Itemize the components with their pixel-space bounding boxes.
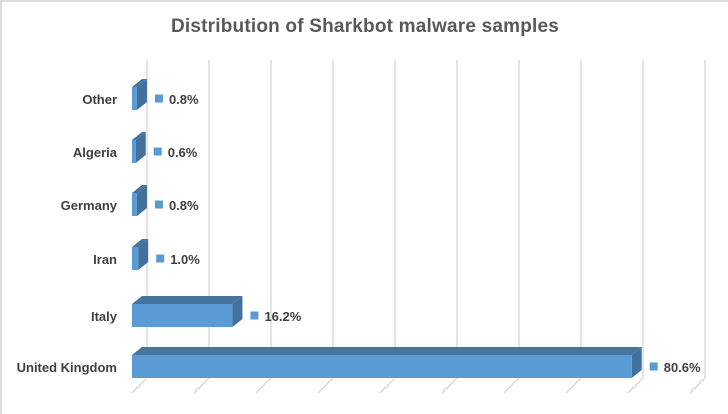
data-label-algeria: 0.6% — [168, 145, 198, 160]
chart-title: Distribution of Sharkbot malware samples — [170, 16, 560, 37]
legend-key-germany — [154, 200, 163, 209]
bar-italy — [132, 304, 233, 327]
bar-top-face-iran — [132, 239, 149, 247]
gridline-floor-foot — [131, 377, 148, 394]
legend-key-algeria — [153, 147, 162, 156]
category-label-algeria: Algeria — [73, 145, 118, 160]
bar-iran — [132, 247, 139, 270]
bar-top-face-united-kingdom — [132, 347, 642, 355]
data-label-germany: 0.8% — [169, 198, 199, 213]
gridline-floor-foot — [565, 377, 582, 394]
gridline-floor-foot — [689, 377, 706, 394]
bar-side-face-italy — [232, 296, 243, 327]
bar-germany — [132, 193, 137, 216]
gridline-floor-foot — [255, 377, 272, 394]
bar-top-face-germany — [132, 185, 147, 193]
gridline-floor-foot — [379, 377, 396, 394]
gridline-floor-foot — [441, 377, 458, 394]
bar-top-face-other — [132, 79, 147, 87]
bar-algeria — [132, 140, 136, 163]
bar-side-face-germany — [136, 185, 147, 216]
gridline-floor-foot — [627, 377, 644, 394]
bar-side-face-algeria — [135, 132, 146, 163]
category-label-italy: Italy — [91, 309, 118, 324]
bar-united-kingdom — [132, 355, 632, 378]
bar-side-face-united-kingdom — [631, 347, 642, 378]
category-label-united-kingdom: United Kingdom — [17, 360, 117, 375]
gridline-floor-foot — [193, 377, 210, 394]
bar-side-face-iran — [138, 239, 149, 270]
bar-other — [132, 87, 137, 110]
gridline-floor-foot — [503, 377, 520, 394]
data-label-iran: 1.0% — [170, 252, 200, 267]
legend-key-united-kingdom — [649, 362, 658, 371]
legend-key-iran — [156, 254, 165, 263]
data-label-united-kingdom: 80.6% — [664, 360, 701, 375]
bar-side-face-other — [136, 79, 147, 110]
category-label-other: Other — [82, 92, 117, 107]
bar-top-face-italy — [132, 296, 243, 304]
legend-key-other — [154, 94, 163, 103]
data-label-other: 0.8% — [169, 92, 199, 107]
data-label-italy: 16.2% — [264, 309, 301, 324]
category-label-iran: Iran — [93, 252, 117, 267]
category-label-germany: Germany — [61, 198, 118, 213]
gridline-floor-foot — [317, 377, 334, 394]
legend-key-italy — [250, 311, 259, 320]
bar-top-face-algeria — [132, 132, 146, 140]
